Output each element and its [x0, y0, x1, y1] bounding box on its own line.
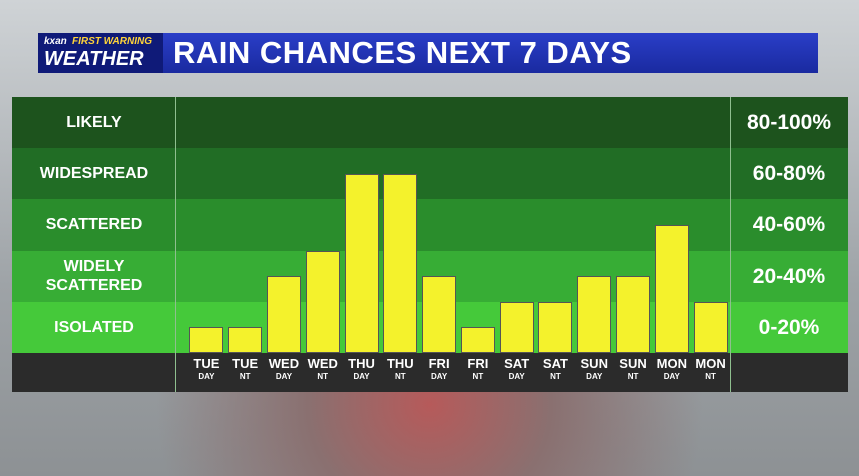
x-tick-label: WED: [268, 356, 300, 371]
x-tick-label: SUN: [580, 356, 608, 371]
bar: [228, 327, 263, 353]
x-tick-label: SAT: [542, 356, 568, 371]
bar: [189, 327, 224, 353]
x-tick-label: MON: [656, 356, 687, 371]
logo-line1: FIRST WARNING: [72, 36, 152, 47]
band-range: 80-100%: [746, 111, 832, 135]
x-tick-sublabel: DAY: [275, 372, 293, 381]
x-tick-sublabel: NT: [627, 372, 639, 381]
bar: [654, 225, 689, 353]
x-tick-sublabel: DAY: [663, 372, 680, 381]
bar: [616, 276, 651, 353]
x-tick-label: TUE: [232, 356, 259, 371]
logo: kxan FIRST WARNING WEATHER: [38, 33, 163, 73]
bar: [693, 301, 728, 353]
x-tick-label: SUN: [619, 356, 647, 371]
x-tick-label: FRI: [467, 356, 489, 371]
bar: [422, 276, 457, 353]
bar: [577, 276, 612, 353]
band: [12, 148, 848, 200]
logo-brand: kxan: [44, 36, 67, 47]
band-name: SCATTERED: [45, 216, 143, 234]
x-tick-label: TUE: [193, 356, 220, 371]
band-name: WIDELY SCATTERED: [45, 258, 143, 295]
band: [12, 97, 848, 149]
x-tick-label: FRI: [428, 356, 450, 371]
title-bar: kxan FIRST WARNING WEATHER RAIN CHANCES …: [38, 33, 818, 73]
band-name: LIKELY: [66, 114, 122, 132]
band-range: 60-80%: [752, 162, 826, 186]
band-name: ISOLATED: [54, 318, 134, 336]
x-tick-label: SAT: [504, 356, 530, 371]
divider: [730, 97, 731, 392]
x-tick-sublabel: DAY: [508, 372, 525, 381]
divider: [175, 97, 176, 392]
x-tick-label: MON: [695, 356, 726, 371]
x-tick-label: THU: [386, 356, 414, 371]
x-tick-sublabel: NT: [705, 372, 716, 381]
x-tick-sublabel: NT: [550, 372, 561, 381]
x-axis-row: [12, 353, 848, 392]
bar: [460, 327, 495, 353]
bar: [266, 276, 301, 353]
x-tick-sublabel: DAY: [198, 372, 215, 381]
x-tick-sublabel: NT: [394, 372, 406, 381]
chart-title: RAIN CHANCES NEXT 7 DAYS: [173, 35, 632, 70]
bar: [344, 173, 379, 353]
band-range: 0-20%: [758, 315, 820, 339]
band: [12, 199, 848, 251]
logo-line2: WEATHER: [44, 48, 144, 70]
x-tick-sublabel: NT: [239, 372, 251, 381]
x-tick-sublabel: DAY: [586, 372, 603, 381]
x-tick-label: WED: [307, 356, 338, 371]
bar: [499, 301, 534, 353]
bar: [383, 173, 418, 353]
band-range: 20-40%: [752, 264, 826, 288]
bar: [538, 301, 573, 353]
x-tick-label: THU: [348, 356, 375, 371]
x-tick-sublabel: DAY: [353, 372, 370, 381]
band-name: WIDESPREAD: [39, 165, 149, 183]
x-tick-sublabel: NT: [317, 372, 329, 381]
bar: [305, 250, 340, 353]
x-tick-sublabel: NT: [472, 372, 484, 381]
x-tick-sublabel: DAY: [431, 372, 448, 381]
band-range: 40-60%: [752, 213, 826, 237]
